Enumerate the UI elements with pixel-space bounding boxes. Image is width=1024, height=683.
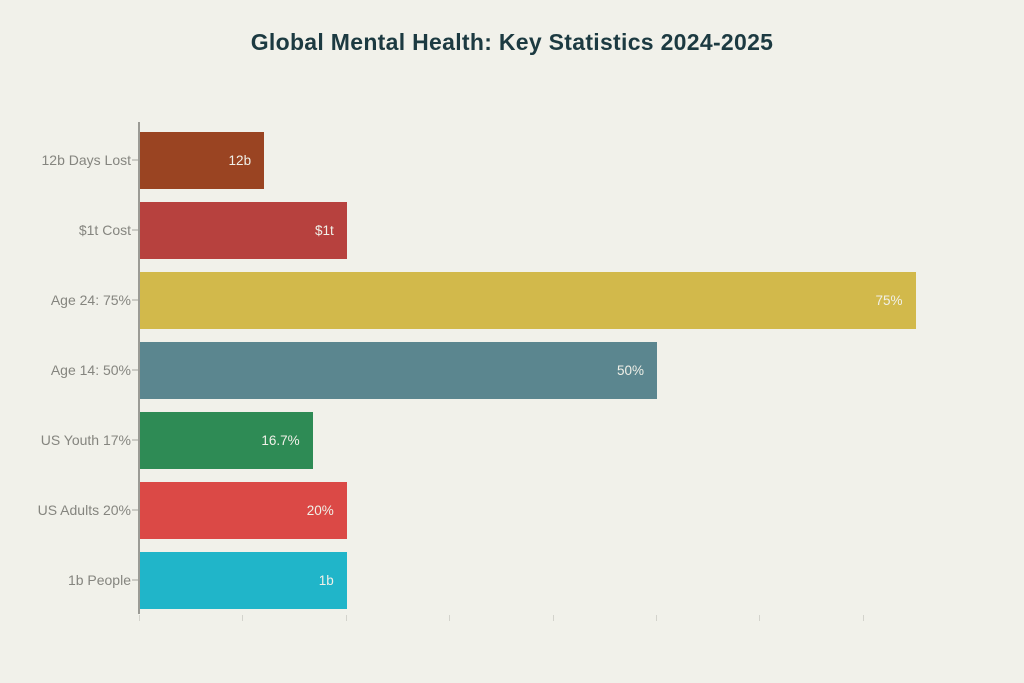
bar-row: $1t Cost $1t	[0, 195, 1024, 265]
bar[interactable]: 20%	[140, 481, 347, 539]
category-label: 12b Days Lost	[41, 152, 132, 168]
category-tick-mark	[132, 159, 138, 161]
bar-value-label: 50%	[616, 362, 644, 378]
bar-value-label: $1t	[315, 222, 334, 238]
bar[interactable]: 16.7%	[140, 411, 313, 469]
category-tick-mark	[132, 439, 138, 441]
bar-value-label: 20%	[306, 502, 334, 518]
bar-row: US Youth 17% 16.7%	[0, 405, 1024, 475]
category-tick-mark	[132, 509, 138, 511]
category-tick-mark	[132, 299, 138, 301]
bar-value-label: 16.7%	[261, 432, 300, 448]
bar[interactable]: 50%	[140, 341, 657, 399]
category-tick-mark	[132, 369, 138, 371]
bar[interactable]: 75%	[140, 271, 916, 329]
x-axis-tick	[242, 615, 244, 621]
bar-row: Age 24: 75% 75%	[0, 265, 1024, 335]
category-tick-mark	[132, 579, 138, 581]
bar-chart: 12b Days Lost 12b $1t Cost $1t Age 24: 75% 75…	[0, 125, 1024, 615]
x-axis-tick	[862, 615, 864, 621]
bar-value-label: 75%	[875, 292, 903, 308]
category-label: Age 14: 50%	[50, 362, 131, 378]
category-label: US Adults 20%	[37, 502, 131, 518]
bar[interactable]: 12b	[140, 131, 265, 189]
bar-value-label: 1b	[318, 572, 334, 588]
bar-row: 1b People 1b	[0, 545, 1024, 615]
category-label: 1b People	[67, 572, 131, 588]
bar-row: Age 14: 50% 50%	[0, 335, 1024, 405]
x-axis-tick	[345, 615, 347, 621]
bar-value-label: 12b	[228, 152, 252, 168]
chart-title: Global Mental Health: Key Statistics 202…	[250, 29, 774, 55]
category-label: US Youth 17%	[40, 432, 131, 448]
bar-row: 12b Days Lost 12b	[0, 125, 1024, 195]
x-axis-tick	[449, 615, 451, 621]
y-axis-line	[138, 122, 140, 614]
x-axis-tick	[656, 615, 657, 621]
category-tick-mark	[132, 229, 138, 231]
bar[interactable]: 1b	[140, 551, 347, 609]
category-label: Age 24: 75%	[50, 292, 131, 308]
category-label: $1t Cost	[78, 222, 131, 238]
x-axis-tick	[139, 615, 140, 621]
bar[interactable]: $1t	[140, 201, 347, 259]
bar-row: US Adults 20% 20%	[0, 475, 1024, 545]
x-axis-tick	[759, 615, 761, 621]
x-axis-tick	[552, 615, 554, 621]
